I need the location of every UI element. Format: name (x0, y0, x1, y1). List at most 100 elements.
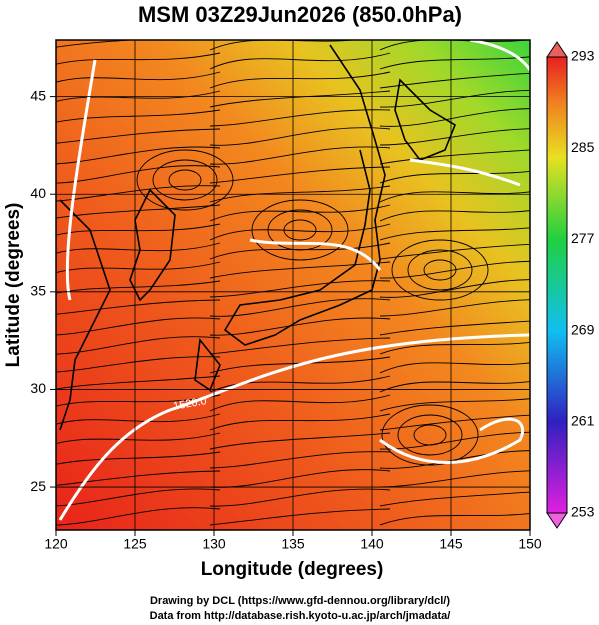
x-tick-label: 145 (439, 536, 463, 552)
streamline (379, 128, 530, 146)
streamline (209, 261, 391, 279)
streamline-eddy (152, 159, 218, 201)
x-tick-label: 150 (518, 536, 542, 552)
streamline (56, 223, 221, 236)
streamline (379, 342, 530, 355)
streamline (379, 320, 530, 336)
colorbar-tick-label: 269 (571, 321, 595, 337)
streamline-eddy (251, 199, 349, 261)
streamline (209, 451, 391, 469)
x-tick-label: 125 (123, 536, 147, 552)
streamline (56, 90, 221, 103)
colorbar-scale (546, 56, 568, 514)
y-tick-label: 35 (30, 283, 46, 299)
streamline (379, 260, 530, 279)
streamline-eddy (283, 219, 317, 241)
streamline (379, 191, 530, 203)
streamline (56, 242, 221, 254)
streamline (209, 375, 391, 393)
streamline (209, 280, 391, 298)
streamline (379, 279, 530, 298)
streamline (209, 146, 391, 165)
streamline (209, 52, 391, 70)
streamline (209, 413, 391, 431)
streamline (379, 513, 530, 526)
colorbar-min-arrow (546, 512, 568, 529)
credit-line: Drawing by DCL (https://www.gfd-dennou.o… (150, 595, 450, 607)
streamline (56, 299, 221, 315)
streamline (209, 337, 391, 355)
contour-label: 1520.0 (172, 395, 207, 413)
streamline-eddy (168, 169, 202, 191)
colorbar-max-arrow (546, 41, 568, 58)
streamline (56, 52, 221, 65)
streamline (56, 336, 221, 355)
streamline (56, 280, 221, 294)
y-tick-label: 45 (30, 87, 46, 103)
streamline (379, 243, 530, 260)
streamline (56, 109, 221, 123)
streamline (209, 394, 391, 412)
streamline (209, 127, 391, 146)
streamline (209, 90, 391, 108)
streamline-eddy (407, 249, 473, 291)
streamline (209, 166, 391, 184)
streamline (379, 450, 530, 469)
streamline (56, 204, 221, 219)
streamline (209, 317, 391, 336)
streamline (56, 165, 221, 184)
streamline (56, 394, 221, 407)
streamline (56, 71, 221, 83)
streamline (56, 356, 221, 373)
colorbar-tick-label: 277 (571, 230, 595, 246)
streamline (209, 508, 391, 526)
x-axis-label: Longitude (degrees) (201, 559, 384, 580)
streamline (379, 227, 530, 241)
streamline (56, 317, 221, 336)
streamline (209, 488, 391, 507)
colorbar-tick-label: 253 (571, 504, 595, 520)
streamline-eddy (423, 259, 457, 281)
streamline (209, 71, 391, 89)
streamline (379, 56, 530, 70)
streamline-eddy (397, 414, 463, 456)
streamline (209, 298, 391, 317)
streamline (379, 414, 530, 431)
map-area (56, 40, 530, 530)
streamline (209, 432, 391, 450)
streamline (56, 146, 221, 165)
x-tick-label: 120 (44, 536, 68, 552)
streamline-eddy (391, 239, 489, 301)
streamline (379, 170, 530, 184)
streamline (209, 356, 391, 374)
streamline (56, 413, 221, 425)
streamline (56, 261, 221, 274)
streamline (56, 488, 221, 507)
colorbar (546, 41, 568, 529)
y-tick-label: 40 (30, 185, 46, 201)
streamline (379, 470, 530, 488)
streamline (379, 149, 530, 165)
credit-line: Data from http://database.rish.kyoto-u.a… (150, 610, 451, 622)
streamline (379, 431, 530, 450)
streamlines (56, 40, 530, 526)
streamline (209, 185, 391, 203)
height-contours (58, 40, 530, 521)
streamline (209, 204, 391, 222)
streamline (56, 185, 221, 202)
colorbar-tick-label: 261 (571, 413, 595, 429)
coastlines (59, 44, 456, 431)
streamline (379, 398, 530, 412)
streamline (379, 299, 530, 317)
streamline (56, 507, 221, 526)
y-tick-label: 30 (30, 380, 46, 396)
streamline-eddy (413, 424, 447, 446)
streamline (209, 223, 391, 241)
streamline (56, 451, 221, 465)
streamline (56, 470, 221, 486)
streamline-eddy (136, 149, 234, 211)
streamline (379, 381, 530, 393)
streamline (56, 128, 221, 144)
x-tick-label: 135 (281, 536, 305, 552)
streamline (379, 362, 530, 374)
